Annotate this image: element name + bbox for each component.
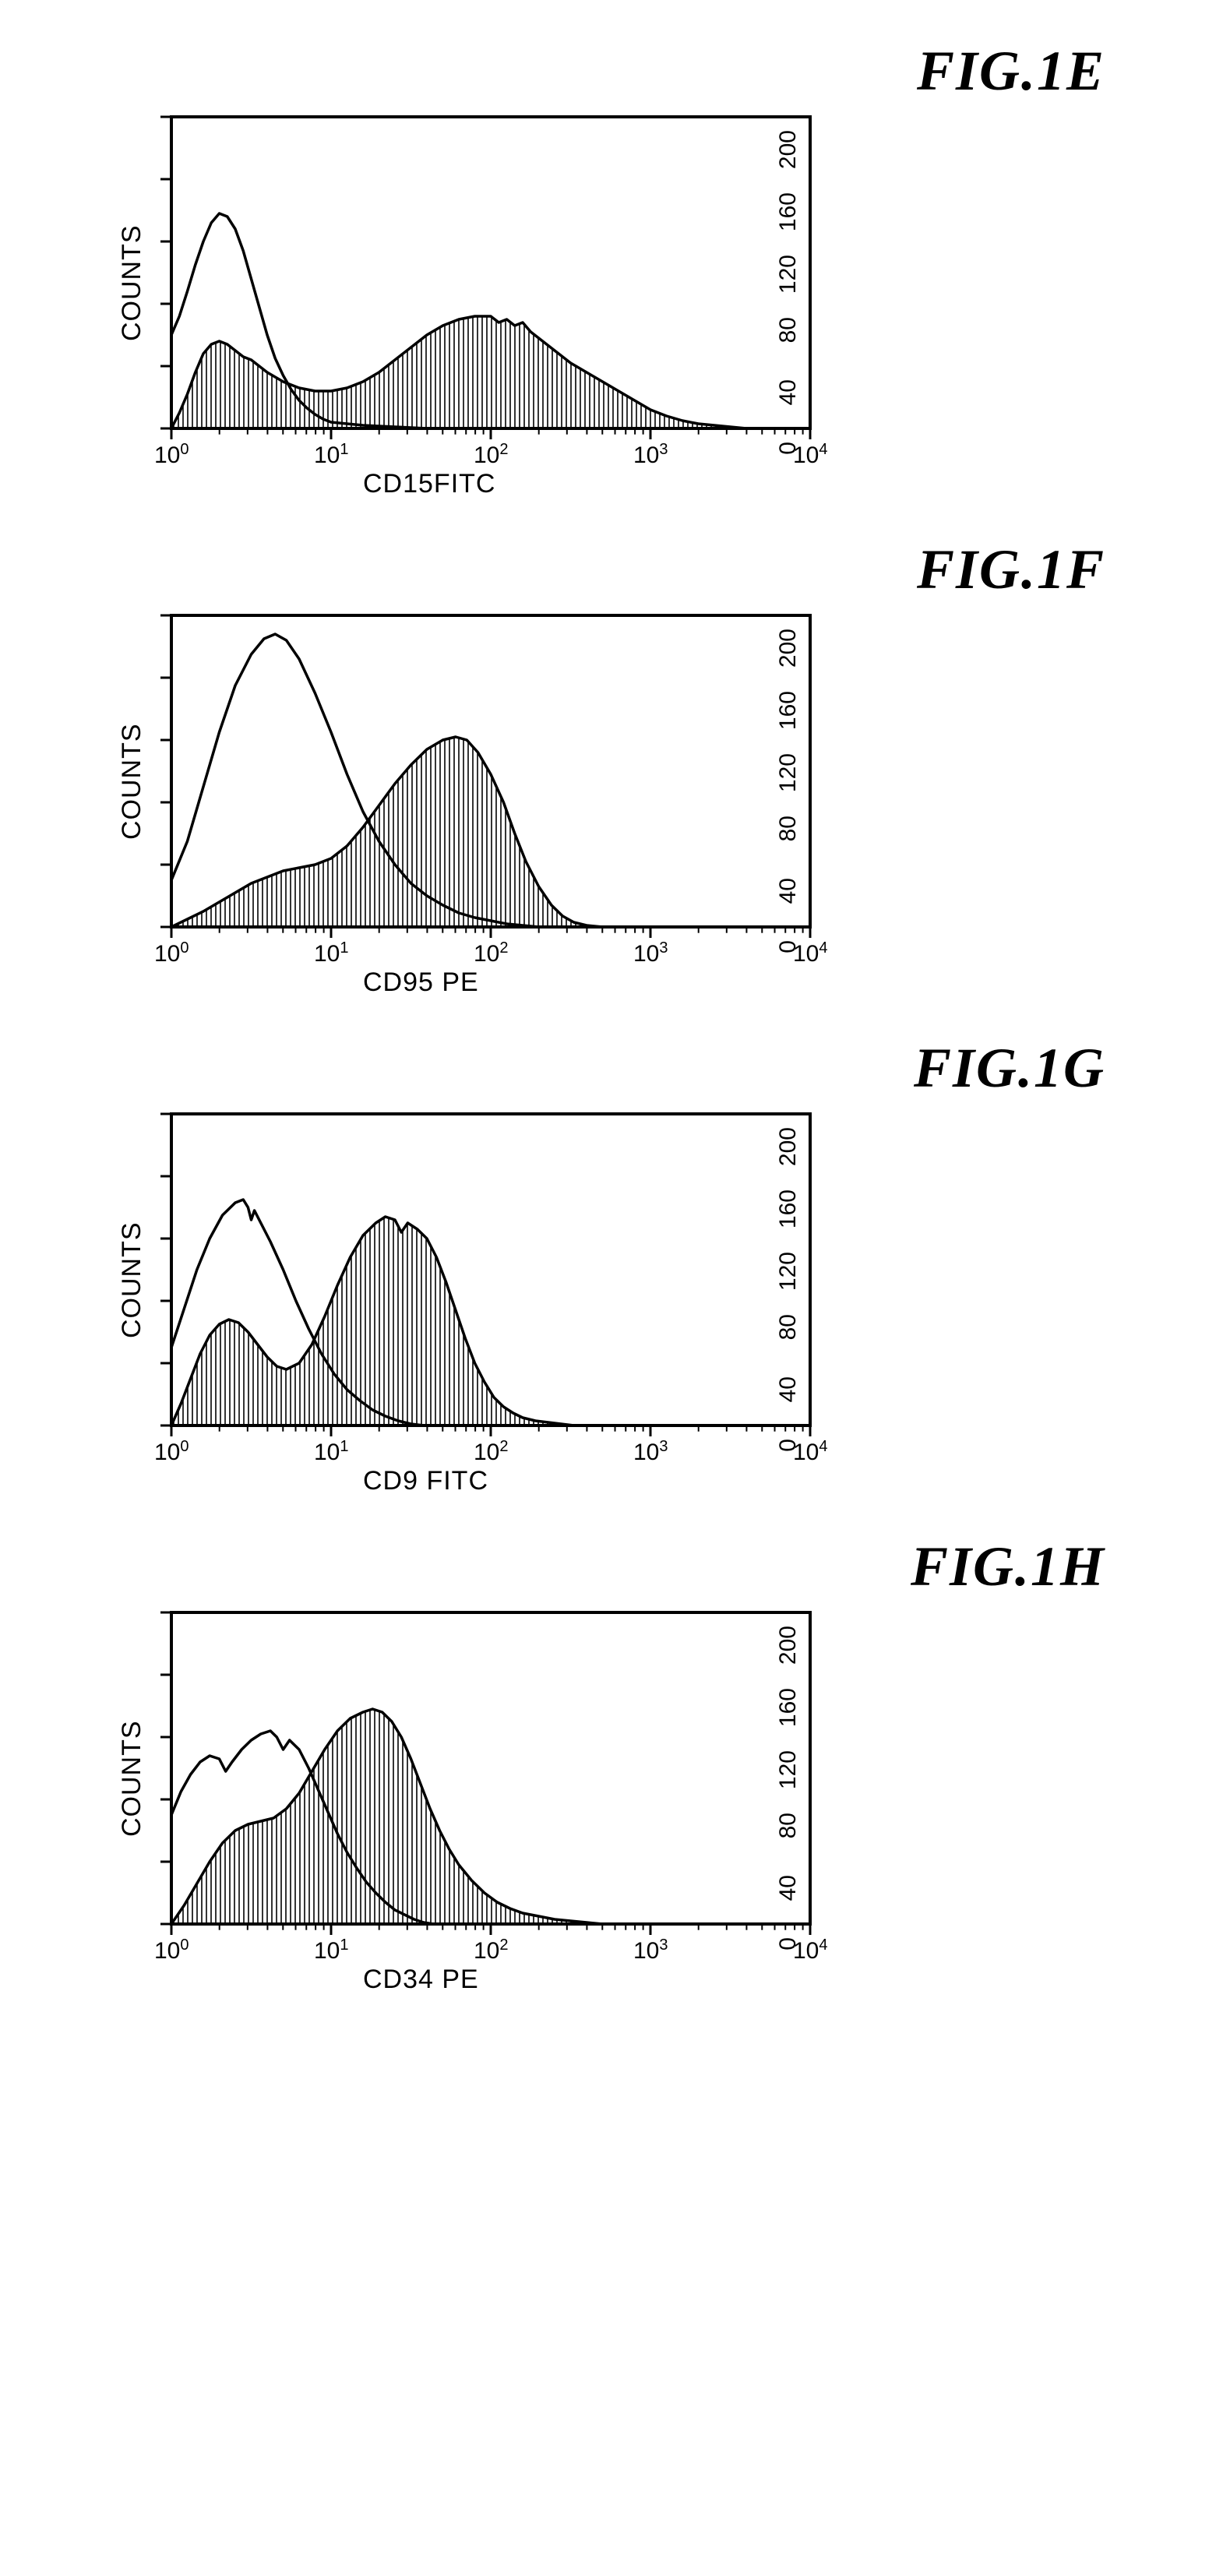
x-tick-label: 104 — [793, 1936, 828, 1965]
figure-title: FIG.1F — [917, 537, 1105, 602]
figure-title: FIG.1G — [914, 1036, 1105, 1101]
y-axis-label: COUNTS — [117, 224, 147, 341]
x-tick-label: 101 — [314, 939, 349, 967]
x-tick-label: 101 — [314, 1438, 349, 1466]
x-tick-label: 103 — [633, 1438, 668, 1466]
figure-title: FIG.1E — [917, 39, 1105, 104]
filled-histogram — [171, 1217, 574, 1425]
x-tick-label: 102 — [474, 939, 509, 967]
x-tick-label: 104 — [793, 939, 828, 967]
x-tick-label: 103 — [633, 1936, 668, 1965]
x-tick-label: 103 — [633, 939, 668, 967]
y-axis-label: COUNTS — [117, 1720, 147, 1837]
panel-h: FIG.1H 04080120160200COUNTS10010110210310… — [0, 1527, 1230, 2025]
panel-g: FIG.1G 04080120160200COUNTS10010110210310… — [0, 1028, 1230, 1527]
x-tick-label: 100 — [154, 939, 189, 967]
panel-e: FIG.1E 04080120160200COUNTS10010110210310… — [0, 31, 1230, 530]
y-axis-label: COUNTS — [117, 723, 147, 840]
x-tick-label: 101 — [314, 441, 349, 469]
plot-area: 04080120160200COUNTS100101102103104CD15F… — [171, 117, 810, 432]
x-axis-label: CD9 FITC — [363, 1466, 488, 1496]
x-tick-label: 100 — [154, 441, 189, 469]
x-tick-label: 100 — [154, 1438, 189, 1466]
x-axis-label: CD34 PE — [363, 1965, 479, 1995]
x-tick-label: 104 — [793, 441, 828, 469]
x-tick-label: 102 — [474, 1438, 509, 1466]
figure-title: FIG.1H — [911, 1535, 1105, 1599]
filled-histogram — [171, 1709, 603, 1924]
x-axis-label: CD95 PE — [363, 967, 479, 998]
plot-area: 04080120160200COUNTS100101102103104CD34 … — [171, 1612, 810, 1928]
y-axis-label: COUNTS — [117, 1221, 147, 1338]
plot-area: 04080120160200COUNTS100101102103104CD9 F… — [171, 1114, 810, 1429]
panel-f: FIG.1F 04080120160200COUNTS10010110210310… — [0, 530, 1230, 1028]
filled-histogram — [171, 737, 603, 927]
x-tick-label: 101 — [314, 1936, 349, 1965]
x-axis-label: CD15FITC — [363, 469, 495, 499]
filled-histogram — [171, 316, 746, 428]
x-tick-label: 100 — [154, 1936, 189, 1965]
x-tick-label: 102 — [474, 1936, 509, 1965]
x-tick-label: 103 — [633, 441, 668, 469]
x-tick-label: 104 — [793, 1438, 828, 1466]
x-tick-label: 102 — [474, 441, 509, 469]
plot-area: 04080120160200COUNTS100101102103104CD95 … — [171, 615, 810, 931]
